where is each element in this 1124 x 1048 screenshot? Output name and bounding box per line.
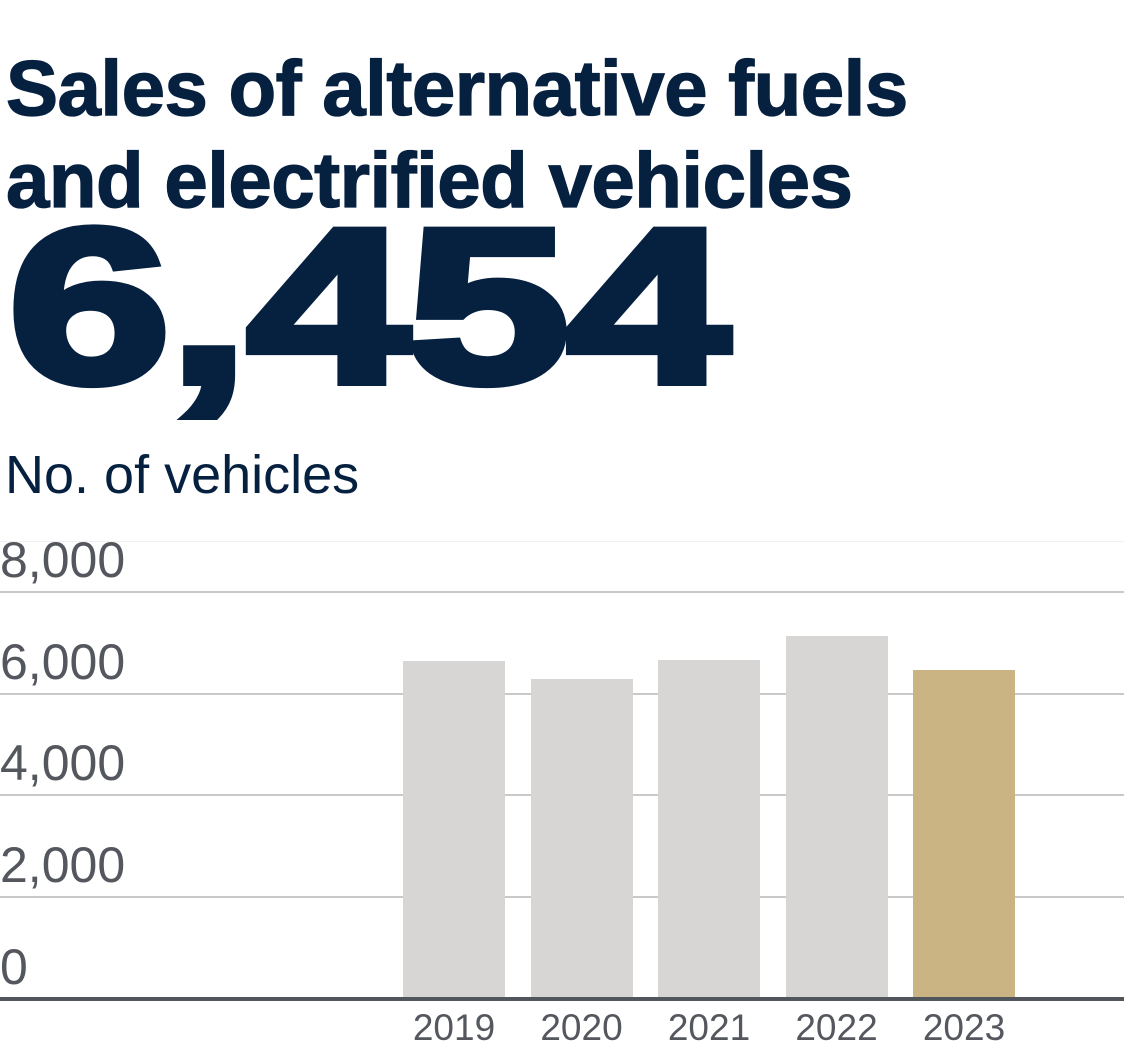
x-axis-label-2020: 2020	[540, 1007, 623, 1048]
bar-2021[interactable]	[658, 659, 760, 998]
chart-title-line2: and electrified vehicles	[5, 136, 853, 225]
y-axis-tick-label: 8,000	[0, 531, 126, 588]
headline-value: 6,454	[3, 183, 735, 429]
x-axis-label-2022: 2022	[795, 1007, 878, 1048]
x-axis-label-2019: 2019	[412, 1007, 496, 1048]
headline-unit-label: No. of vehicles	[5, 445, 360, 505]
bar-2022[interactable]	[785, 635, 888, 998]
chart-title: Sales of alternative fuels and electrifi…	[5, 42, 909, 226]
x-axis-line	[0, 997, 1124, 1001]
y-axis-tick-label: 2,000	[0, 837, 126, 894]
bar-2023[interactable]	[913, 669, 1015, 998]
bar-2020[interactable]	[530, 679, 633, 998]
plot-area-top-border	[0, 541, 1124, 542]
x-axis-label-2021: 2021	[667, 1007, 751, 1048]
y-axis-tick-label: 0	[0, 939, 28, 995]
gridline	[0, 590, 1124, 593]
x-axis-label-2023: 2023	[922, 1007, 1006, 1048]
bar-chart: 0 2,000 4,000 6,000 8,000 2019 2020 2021 2022 202…	[0, 535, 1124, 1048]
bar-2019[interactable]	[403, 660, 505, 998]
y-axis-tick-label: 4,000	[0, 735, 126, 792]
y-axis-tick-label: 6,000	[0, 633, 126, 690]
chart-title-line1: Sales of alternative fuels	[5, 44, 909, 133]
